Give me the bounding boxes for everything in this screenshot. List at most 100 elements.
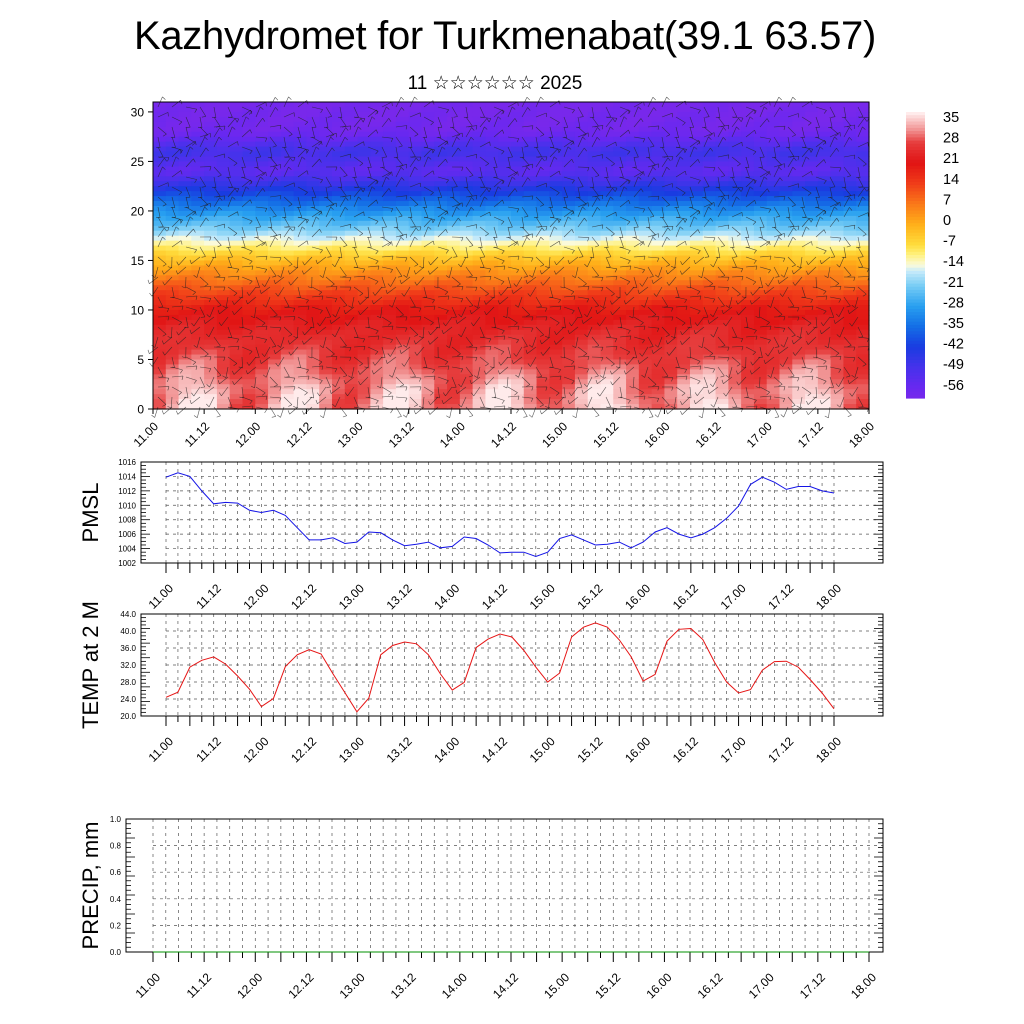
- heatmap-cell: [204, 210, 218, 217]
- heatmap-cell: [408, 379, 423, 385]
- heatmap-cell: [242, 191, 256, 197]
- heatmap-cell: [523, 379, 538, 385]
- heatmap-cell: [383, 156, 397, 163]
- heatmap-cell: [600, 225, 614, 232]
- wind-barb-flag: [218, 392, 222, 396]
- wind-barb-flag: [329, 389, 332, 394]
- heatmap-cell: [459, 166, 474, 172]
- heatmap-cell: [280, 196, 295, 202]
- heatmap-cell: [498, 146, 512, 153]
- heatmap-cell: [830, 374, 845, 380]
- heatmap-cell: [843, 116, 857, 123]
- wind-barb-flag: [387, 322, 392, 326]
- wind-barb: [395, 125, 407, 128]
- wind-barb: [395, 336, 402, 347]
- wind-barb-flag: [405, 386, 408, 391]
- heatmap-cell: [638, 314, 653, 321]
- heatmap-cell: [447, 260, 461, 266]
- wind-barb-flag: [320, 109, 323, 114]
- wind-barb-flag: [330, 136, 334, 141]
- heatmap-cell: [843, 404, 857, 410]
- heatmap-cell: [523, 290, 538, 296]
- heatmap-cell: [421, 399, 435, 405]
- wind-barb-flag: [489, 346, 492, 351]
- heatmap-cell: [332, 354, 346, 361]
- wind-barb-flag: [318, 291, 323, 296]
- heatmap-cell: [459, 186, 474, 192]
- heatmap-cell: [728, 191, 742, 197]
- heatmap-cell: [536, 399, 550, 405]
- heatmap-cell: [638, 196, 653, 202]
- wind-barb-flag: [446, 109, 449, 114]
- wind-barb: [157, 157, 165, 168]
- heatmap-cell: [562, 186, 576, 192]
- wind-barb: [423, 216, 435, 220]
- wind-barb: [227, 166, 231, 178]
- heatmap-cell: [600, 235, 614, 242]
- heatmap-cell: [817, 255, 832, 262]
- heatmap-cell: [178, 186, 192, 192]
- wind-barb: [255, 166, 265, 174]
- wind-barb-flag: [450, 126, 455, 129]
- heatmap-cell: [664, 250, 678, 257]
- heatmap-cell: [459, 369, 474, 375]
- wind-barb: [264, 276, 271, 287]
- heatmap-cell: [702, 305, 717, 311]
- heatmap-cell: [677, 171, 691, 177]
- heatmap-cell: [792, 230, 806, 237]
- heatmap-cell: [843, 230, 857, 237]
- heatmap-cell: [741, 354, 755, 361]
- heatmap-cell: [280, 280, 295, 286]
- wind-barb: [199, 126, 208, 136]
- wind-barb: [185, 365, 197, 368]
- heatmap-cell: [191, 260, 205, 266]
- wind-barb: [311, 295, 323, 298]
- wind-barb-flag: [275, 107, 279, 111]
- wind-barb: [437, 210, 448, 218]
- heatmap-cell: [178, 359, 192, 366]
- wind-barb: [241, 326, 253, 332]
- heatmap-cell: [191, 295, 205, 301]
- wind-barb-flag: [413, 270, 416, 275]
- heatmap-cell: [600, 111, 614, 118]
- heatmap-cell: [319, 344, 333, 351]
- heatmap-cell: [664, 344, 678, 351]
- heatmap-cell: [856, 225, 870, 232]
- heatmap-cell: [677, 359, 691, 366]
- heatmap-cell: [805, 230, 819, 237]
- heatmap-cell: [626, 121, 640, 128]
- heatmap-cell: [319, 230, 333, 237]
- heatmap-cell: [498, 369, 512, 375]
- wind-barb: [345, 376, 355, 385]
- heatmap-cell: [408, 324, 423, 331]
- heatmap-cell: [805, 290, 819, 296]
- heatmap-cell: [779, 196, 793, 202]
- heatmap-cell: [434, 141, 448, 148]
- wind-barb-flag: [167, 157, 170, 162]
- heatmap-cell: [421, 186, 435, 192]
- heatmap-cell: [332, 305, 346, 311]
- wind-barb: [367, 346, 379, 352]
- heatmap-cell: [651, 265, 666, 271]
- heatmap-cell: [421, 384, 435, 390]
- heatmap-cell: [408, 186, 423, 192]
- heatmap-cell: [613, 379, 627, 385]
- heatmap-cell: [523, 374, 538, 380]
- wind-barb: [479, 196, 485, 208]
- heatmap-cell: [766, 126, 781, 133]
- heatmap-cell: [165, 404, 180, 410]
- heatmap-cell: [843, 369, 857, 375]
- heatmap-cell: [319, 404, 333, 410]
- heatmap-cell: [511, 250, 525, 257]
- heatmap-cell: [638, 265, 653, 271]
- heatmap-cell: [651, 201, 666, 207]
- wind-barb-flag: [375, 180, 379, 185]
- wind-barb: [269, 237, 276, 248]
- heatmap-cell: [319, 181, 333, 187]
- heatmap-cell: [395, 270, 410, 276]
- wind-barb: [227, 396, 233, 408]
- heatmap-cell: [498, 171, 512, 177]
- heatmap-cell: [370, 230, 384, 237]
- heatmap-cell: [690, 156, 704, 163]
